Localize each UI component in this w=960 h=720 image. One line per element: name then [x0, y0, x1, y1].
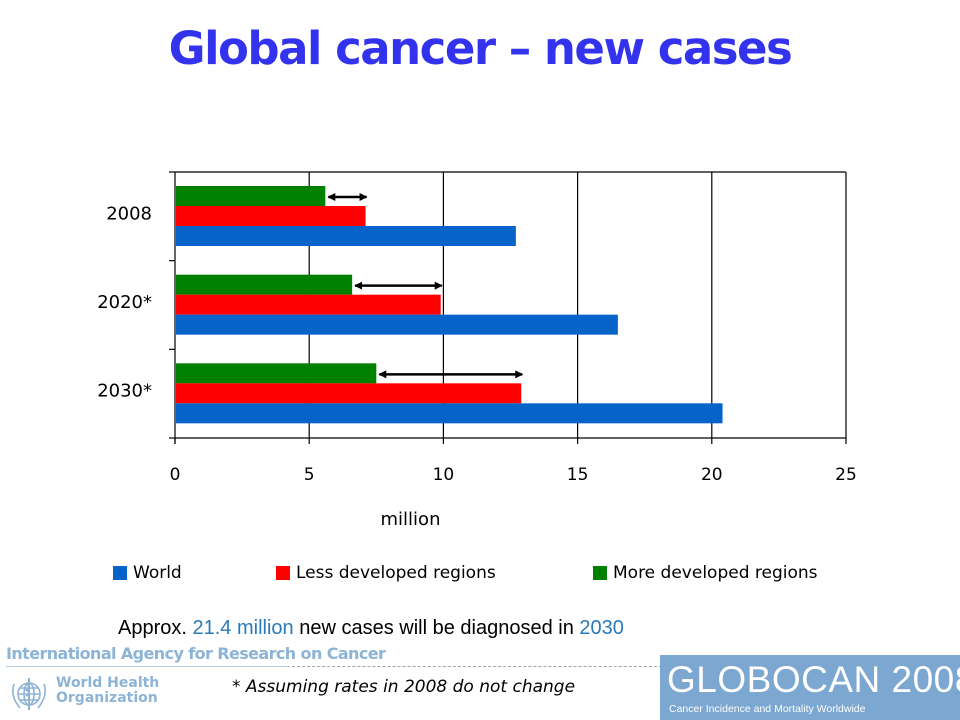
legend-swatch-less-developed: [276, 566, 290, 580]
who-line-2: Organization: [56, 690, 158, 706]
dashed-divider: [292, 666, 662, 667]
legend-item-more-developed: More developed regions: [593, 563, 818, 583]
x-tick-label-25: 25: [835, 465, 857, 485]
legend-swatch-more-developed: [593, 566, 607, 580]
summary-note: Approx. 21.4 million new cases will be d…: [118, 617, 624, 640]
bar-world-2020: [176, 314, 618, 335]
bar-chart: 0 5 10 15 20 25 2008 2020* 2030* million: [97, 171, 857, 530]
x-tick-label-0: 0: [170, 465, 181, 485]
note-middle: new cases will be diagnosed in: [293, 617, 580, 639]
bar-less-developed-regions-2020: [176, 294, 441, 315]
slide-title: Global cancer – new cases: [168, 22, 793, 75]
x-axis-title: million: [381, 509, 441, 530]
chart-legend: World Less developed regions More develo…: [0, 563, 960, 589]
x-tick-label-15: 15: [567, 465, 589, 485]
globocan-subtitle: Cancer Incidence and Mortality Worldwide: [669, 703, 866, 715]
legend-label-less-developed: Less developed regions: [296, 563, 496, 583]
note-highlight-year: 2030: [579, 617, 624, 639]
y-category-label-2030: 2030*: [97, 381, 152, 402]
bar-world-2008: [176, 226, 516, 246]
legend-item-less-developed: Less developed regions: [276, 563, 496, 583]
iarc-logo-text: International Agency for Research on Can…: [6, 644, 386, 663]
legend-item-world: World: [113, 563, 182, 583]
bar-more-developed-regions-2030: [176, 363, 377, 384]
bar-world-2030: [176, 403, 723, 424]
note-highlight-cases: 21.4 million: [192, 617, 294, 639]
x-tick-label-5: 5: [304, 465, 315, 485]
legend-label-more-developed: More developed regions: [613, 563, 818, 583]
legend-label-world: World: [133, 563, 182, 583]
x-tick-label-20: 20: [701, 465, 723, 485]
bar-more-developed-regions-2020: [176, 274, 353, 295]
bar-more-developed-regions-2008: [176, 186, 326, 206]
y-category-label-2020: 2020*: [97, 292, 152, 313]
globocan-banner: GLOBOCAN 2008 Cancer Incidence and Morta…: [660, 655, 960, 720]
who-line-1: World Health: [56, 675, 160, 691]
who-name: World Health Organization: [56, 676, 159, 706]
iarc-underline: [6, 666, 290, 667]
x-tick-label-10: 10: [433, 465, 455, 485]
note-prefix: Approx.: [118, 617, 193, 639]
globocan-title: GLOBOCAN 2008: [667, 659, 960, 700]
bar-less-developed-regions-2030: [176, 383, 522, 404]
y-category-label-2008: 2008: [106, 203, 152, 224]
who-emblem-icon: [12, 678, 46, 710]
footnote: * Assuming rates in 2008 do not change: [232, 677, 576, 697]
legend-swatch-world: [113, 566, 127, 580]
bar-less-developed-regions-2008: [176, 206, 366, 226]
